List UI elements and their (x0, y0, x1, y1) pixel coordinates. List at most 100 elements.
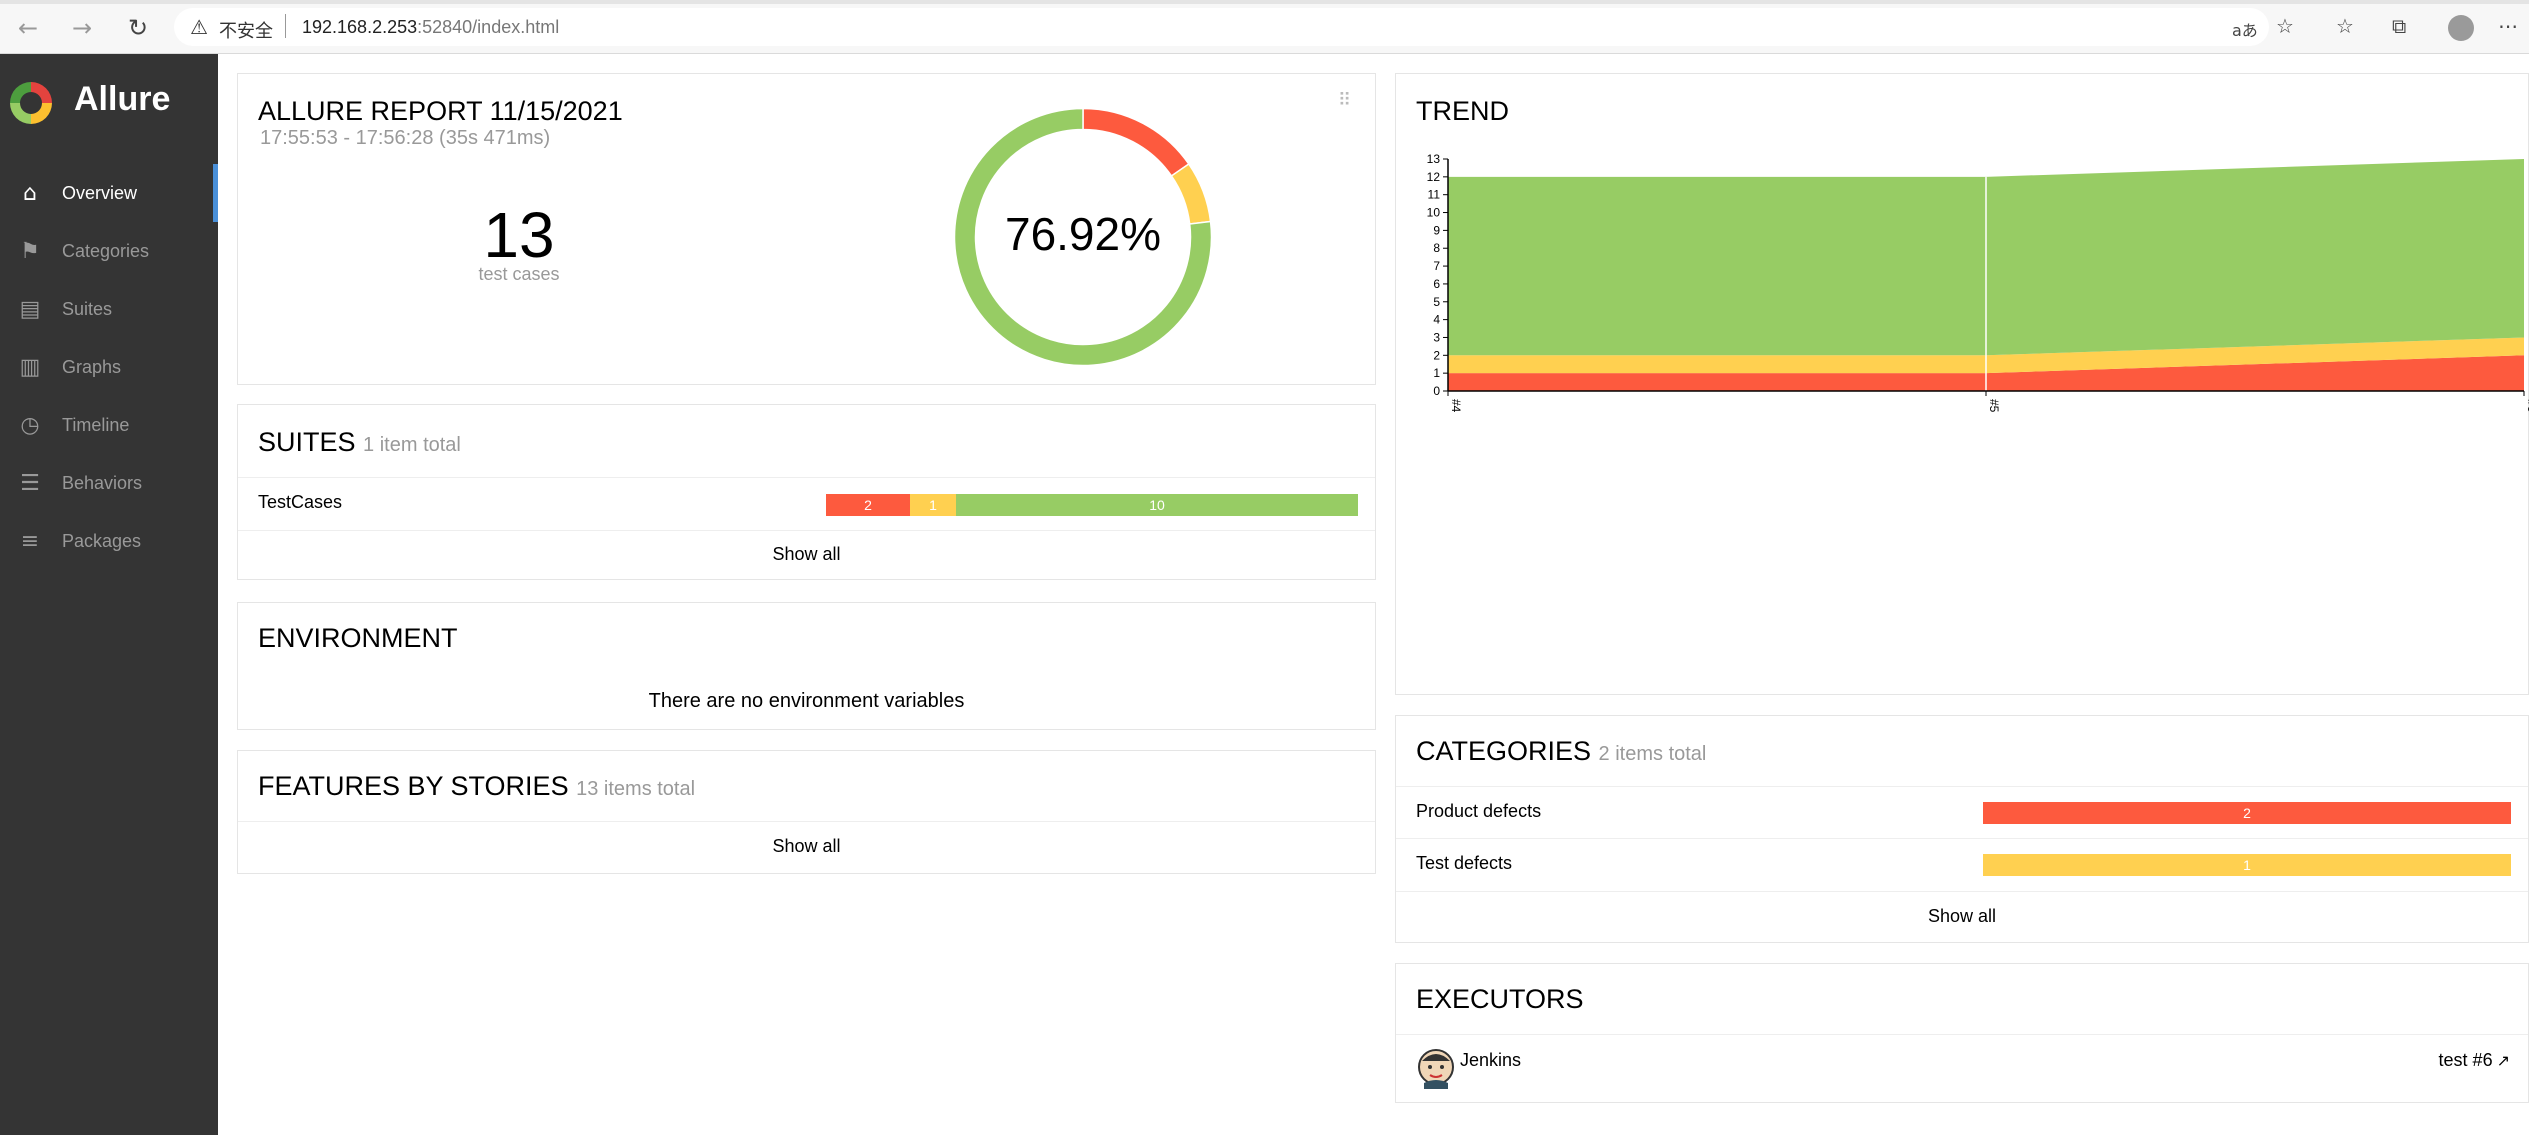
brand[interactable]: Allure (10, 78, 210, 124)
bar-passed: 10 (956, 494, 1358, 516)
trend-y-tick-label: 9 (1433, 223, 1440, 237)
sidebar-item-packages[interactable]: ≡ Packages (0, 512, 218, 570)
category-name[interactable]: Test defects (1416, 853, 1513, 873)
favorites-icon[interactable]: ☆ (2336, 14, 2354, 38)
sidebar-item-label: Overview (62, 182, 138, 203)
categories-show-all-link[interactable]: Show all (1927, 906, 1997, 926)
features-widget: FEATURES BY STORIES 13 items total Show … (237, 750, 1376, 874)
home-icon: ⌂ (23, 180, 37, 206)
external-link-icon: ↗ (2496, 1051, 2510, 1070)
trend-y-tick-label: 11 (1428, 188, 1441, 202)
align-left-icon: ≡ (20, 528, 40, 554)
browser-toolbar: ← → ↻ ⚠ 不安全 192.168.2.253:52840/index.ht… (0, 0, 2529, 54)
trend-y-tick-label: 2 (1433, 348, 1440, 362)
donut-slice-failed (1082, 107, 1190, 177)
trend-x-tick-label: #4 (1449, 399, 1463, 413)
suites-subtitle: 1 item total (363, 434, 461, 456)
features-show-all-link[interactable]: Show all (772, 836, 841, 856)
url-host: 192.168.2.253 (302, 17, 418, 37)
url-text[interactable]: 192.168.2.253:52840/index.html (302, 17, 559, 38)
trend-y-tick-label: 3 (1433, 330, 1440, 344)
test-count: 13 (483, 199, 555, 271)
tab-strip (0, 0, 2529, 4)
sidebar-item-categories[interactable]: ⚑ Categories (0, 222, 218, 280)
trend-x-tick-label: #5 (1987, 399, 2001, 413)
allure-logo-icon (10, 82, 52, 124)
suite-name[interactable]: TestCases (258, 492, 343, 512)
bar-broken: 1 (1983, 854, 2511, 876)
suites-widget: SUITES 1 item total TestCases 2 1 10 Sho… (237, 404, 1376, 580)
drag-handle-icon[interactable]: ⠿ (1338, 90, 1352, 111)
executors-widget: EXECUTORS Jenkins test #6 ↗ (1395, 963, 2529, 1103)
categories-widget: CATEGORIES 2 items total Product defects… (1395, 715, 2529, 943)
row-divider (238, 530, 1375, 531)
bar-failed: 2 (1983, 802, 2511, 824)
status-donut-chart: 76.92% (953, 107, 1213, 367)
url-path: :52840/index.html (417, 17, 560, 37)
sidebar-item-graphs[interactable]: ▥ Graphs (0, 338, 218, 396)
read-aloud-icon[interactable]: aあ (2232, 21, 2258, 40)
environment-title: ENVIRONMENT (258, 623, 458, 653)
trend-x-tick-label: #6 (2525, 399, 2529, 413)
category-name[interactable]: Product defects (1416, 801, 1542, 821)
sidebar-item-suites[interactable]: ▤ Suites (0, 280, 218, 338)
trend-title: TREND (1416, 96, 1509, 126)
trend-y-tick-label: 8 (1433, 241, 1440, 255)
test-count-label: test cases (478, 264, 560, 284)
address-separator (285, 14, 286, 38)
reload-icon[interactable]: ↻ (127, 14, 149, 42)
forward-icon[interactable]: → (71, 14, 93, 42)
trend-y-tick-label: 7 (1433, 259, 1440, 273)
executor-name: Jenkins (1460, 1050, 1522, 1070)
donut-slice-passed (953, 107, 1213, 367)
bar-failed: 2 (826, 494, 910, 516)
trend-y-tick-label: 12 (1427, 170, 1441, 184)
features-subtitle: 13 items total (576, 778, 696, 800)
trend-y-tick-label: 10 (1427, 206, 1441, 220)
sidebar-item-label: Packages (62, 530, 142, 551)
suites-title: SUITES 1 item total (258, 427, 461, 458)
trend-y-tick-label: 13 (1427, 152, 1441, 166)
collections-icon[interactable]: ⧉ (2392, 14, 2407, 38)
flag-icon: ⚑ (20, 238, 40, 264)
row-divider (1396, 786, 2528, 787)
profile-avatar[interactable] (2448, 15, 2474, 41)
back-icon[interactable]: ← (17, 14, 39, 42)
trend-y-tick-label: 5 (1433, 295, 1440, 309)
trend-y-tick-label: 6 (1433, 277, 1440, 291)
jenkins-icon (1418, 1049, 1454, 1089)
sidebar-item-timeline[interactable]: ◷ Timeline (0, 396, 218, 454)
sidebar-item-overview[interactable]: ⌂ Overview (0, 164, 218, 222)
category-bar-product[interactable]: 2 (1983, 802, 2511, 824)
list-icon: ☰ (20, 470, 40, 496)
suites-heading: SUITES (258, 427, 356, 457)
sidebar-item-label: Suites (62, 298, 113, 319)
more-icon[interactable]: ⋯ (2498, 14, 2518, 38)
report-title: ALLURE REPORT 11/15/2021 (258, 96, 623, 126)
trend-y-tick-label: 4 (1433, 313, 1440, 327)
suites-show-all-link[interactable]: Show all (772, 544, 841, 564)
executor-build-link[interactable]: test #6 ↗ (2439, 1050, 2510, 1071)
row-divider (1396, 1034, 2528, 1035)
sidebar (0, 54, 218, 1135)
environment-empty-text: There are no environment variables (648, 690, 965, 712)
address-bar[interactable] (174, 8, 2269, 46)
trend-widget: TREND 0 1 2 3 4 5 6 7 8 9 10 11 12 13 #4 #5 #6 (1395, 73, 2529, 695)
row-divider (1396, 838, 2528, 839)
sidebar-item-label: Timeline (62, 414, 130, 435)
suite-status-bar[interactable]: 2 1 10 (826, 494, 1358, 516)
sidebar-item-label: Behaviors (62, 472, 143, 493)
warning-icon[interactable]: ⚠ (190, 15, 208, 39)
insecure-label[interactable]: 不安全 (219, 21, 273, 42)
features-title: FEATURES BY STORIES 13 items total (258, 771, 695, 802)
row-divider (238, 821, 1375, 822)
bar-broken: 1 (910, 494, 956, 516)
sidebar-item-behaviors[interactable]: ☰ Behaviors (0, 454, 218, 512)
bar-chart-icon: ▥ (19, 354, 41, 380)
summary-widget: ALLURE REPORT 11/15/2021 17:55:53 - 17:5… (237, 73, 1376, 385)
trend-y-tick-label: 0 (1433, 384, 1440, 398)
favorite-star-icon[interactable]: ☆ (2276, 14, 2294, 38)
features-heading: FEATURES BY STORIES (258, 771, 569, 801)
categories-title: CATEGORIES 2 items total (1416, 736, 1706, 767)
category-bar-test[interactable]: 1 (1983, 854, 2511, 876)
